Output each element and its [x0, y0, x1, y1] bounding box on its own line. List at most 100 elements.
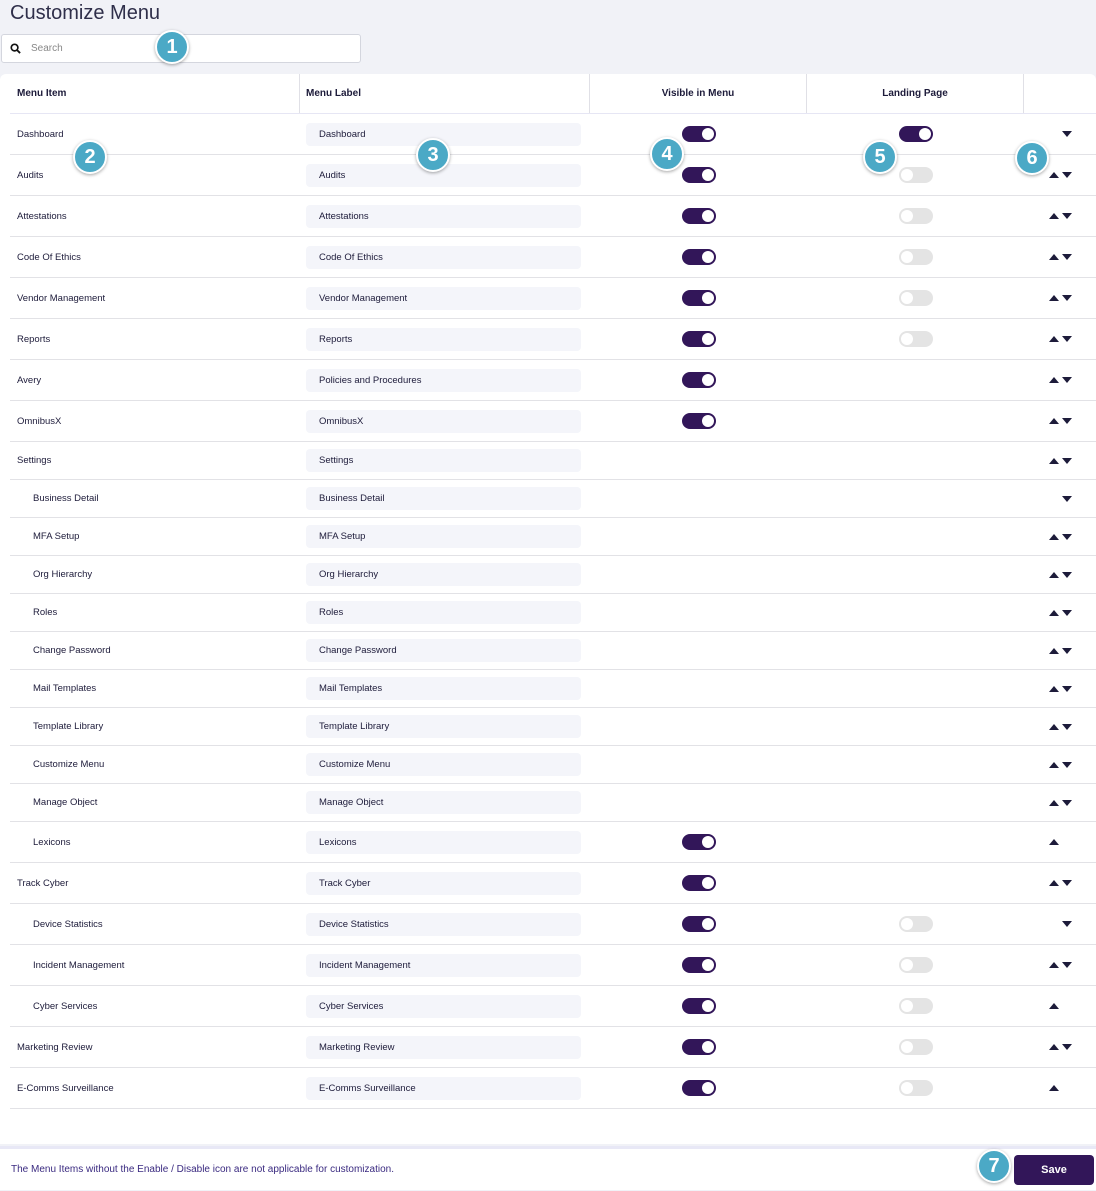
landing-page-toggle[interactable] — [898, 916, 933, 932]
visible-toggle[interactable] — [681, 290, 716, 306]
menu-label-input[interactable]: Change Password — [306, 639, 581, 662]
visible-toggle[interactable] — [681, 208, 716, 224]
move-down-icon[interactable] — [1062, 1044, 1072, 1050]
move-up-icon[interactable] — [1049, 172, 1059, 178]
menu-item-name: Roles — [33, 607, 58, 618]
menu-label-input[interactable]: Customize Menu — [306, 753, 581, 776]
menu-label-input[interactable]: Lexicons — [306, 830, 581, 854]
visible-toggle[interactable] — [681, 1039, 716, 1055]
landing-page-toggle[interactable] — [898, 998, 933, 1014]
menu-label-input[interactable]: MFA Setup — [306, 525, 581, 548]
move-up-icon[interactable] — [1049, 533, 1059, 540]
move-up-icon[interactable] — [1049, 336, 1059, 342]
move-up-icon[interactable] — [1049, 723, 1059, 730]
move-up-icon[interactable] — [1049, 685, 1059, 692]
move-up-icon[interactable] — [1049, 457, 1059, 464]
move-down-icon[interactable] — [1062, 571, 1072, 578]
move-down-icon[interactable] — [1062, 295, 1072, 301]
move-up-icon[interactable] — [1049, 880, 1059, 886]
visible-toggle[interactable] — [681, 998, 716, 1014]
visible-toggle[interactable] — [681, 249, 716, 265]
menu-label-input[interactable]: Business Detail — [306, 487, 581, 510]
landing-page-toggle[interactable] — [898, 208, 933, 224]
move-up-icon[interactable] — [1049, 418, 1059, 424]
menu-label-input[interactable]: Marketing Review — [306, 1035, 581, 1059]
menu-label-input[interactable]: OmnibusX — [306, 409, 581, 433]
move-down-icon[interactable] — [1062, 723, 1072, 730]
move-down-icon[interactable] — [1062, 761, 1072, 768]
visible-toggle[interactable] — [681, 875, 716, 891]
move-down-icon[interactable] — [1062, 377, 1072, 383]
move-down-icon[interactable] — [1062, 880, 1072, 886]
visible-toggle[interactable] — [681, 916, 716, 932]
menu-label-input[interactable]: Attestations — [306, 204, 581, 228]
visible-toggle[interactable] — [681, 413, 716, 429]
landing-page-toggle[interactable] — [898, 331, 933, 347]
menu-label-input[interactable]: Roles — [306, 601, 581, 624]
landing-page-toggle[interactable] — [898, 290, 933, 306]
move-up-icon[interactable] — [1049, 295, 1059, 301]
visible-toggle[interactable] — [681, 372, 716, 388]
move-down-icon[interactable] — [1062, 172, 1072, 178]
menu-label-input[interactable]: Cyber Services — [306, 994, 581, 1018]
move-down-icon[interactable] — [1062, 254, 1072, 260]
menu-label-input[interactable]: Audits — [306, 163, 581, 187]
move-up-icon[interactable] — [1049, 647, 1059, 654]
visible-toggle[interactable] — [681, 167, 716, 183]
move-down-icon[interactable] — [1062, 418, 1072, 424]
menu-label-input[interactable]: Mail Templates — [306, 677, 581, 700]
move-up-icon[interactable] — [1049, 609, 1059, 616]
landing-page-toggle[interactable] — [898, 1080, 933, 1096]
visible-toggle[interactable] — [681, 331, 716, 347]
callout-badge: 3 — [416, 138, 450, 172]
menu-label-input[interactable]: Dashboard — [306, 122, 581, 146]
move-down-icon[interactable] — [1062, 921, 1072, 927]
move-up-icon[interactable] — [1049, 213, 1059, 219]
menu-label-input[interactable]: Settings — [306, 449, 581, 472]
visible-toggle[interactable] — [681, 1080, 716, 1096]
move-down-icon[interactable] — [1062, 131, 1072, 137]
menu-label-input[interactable]: Incident Management — [306, 953, 581, 977]
landing-page-toggle[interactable] — [898, 1039, 933, 1055]
move-up-icon[interactable] — [1049, 962, 1059, 968]
move-up-icon[interactable] — [1049, 799, 1059, 806]
landing-page-toggle[interactable] — [898, 167, 933, 183]
menu-label-input[interactable]: Vendor Management — [306, 286, 581, 310]
move-down-icon[interactable] — [1062, 799, 1072, 806]
move-up-icon[interactable] — [1049, 571, 1059, 578]
move-down-icon[interactable] — [1062, 495, 1072, 502]
save-button[interactable]: Save — [1014, 1155, 1094, 1185]
move-down-icon[interactable] — [1062, 213, 1072, 219]
menu-label-input[interactable]: E-Comms Surveillance — [306, 1076, 581, 1100]
move-up-icon[interactable] — [1049, 1085, 1059, 1091]
menu-label-input[interactable]: Reports — [306, 327, 581, 351]
landing-page-toggle[interactable] — [898, 957, 933, 973]
move-down-icon[interactable] — [1062, 533, 1072, 540]
menu-label-input[interactable]: Template Library — [306, 715, 581, 738]
move-up-icon[interactable] — [1049, 377, 1059, 383]
menu-item-name: Lexicons — [33, 836, 71, 848]
move-down-icon[interactable] — [1062, 609, 1072, 616]
menu-label-input[interactable]: Org Hierarchy — [306, 563, 581, 586]
move-down-icon[interactable] — [1062, 457, 1072, 464]
move-up-icon[interactable] — [1049, 1044, 1059, 1050]
menu-label-input[interactable]: Manage Object — [306, 791, 581, 814]
visible-toggle[interactable] — [681, 957, 716, 973]
move-down-icon[interactable] — [1062, 685, 1072, 692]
move-down-icon[interactable] — [1062, 336, 1072, 342]
move-down-icon[interactable] — [1062, 962, 1072, 968]
menu-label-input[interactable]: Policies and Procedures — [306, 368, 581, 392]
menu-label-input[interactable]: Code Of Ethics — [306, 245, 581, 269]
move-up-icon[interactable] — [1049, 254, 1059, 260]
landing-page-toggle[interactable] — [898, 249, 933, 265]
move-up-icon[interactable] — [1049, 1003, 1059, 1009]
move-up-icon[interactable] — [1049, 839, 1059, 845]
landing-page-toggle[interactable] — [898, 126, 933, 142]
visible-toggle[interactable] — [681, 834, 716, 850]
menu-label-input[interactable]: Device Statistics — [306, 912, 581, 936]
move-down-icon[interactable] — [1062, 647, 1072, 654]
table-body: Dashboard Dashboard Audits Audits Attestatio… — [0, 114, 1096, 1109]
menu-label-input[interactable]: Track Cyber — [306, 871, 581, 895]
visible-toggle[interactable] — [681, 126, 716, 142]
move-up-icon[interactable] — [1049, 761, 1059, 768]
